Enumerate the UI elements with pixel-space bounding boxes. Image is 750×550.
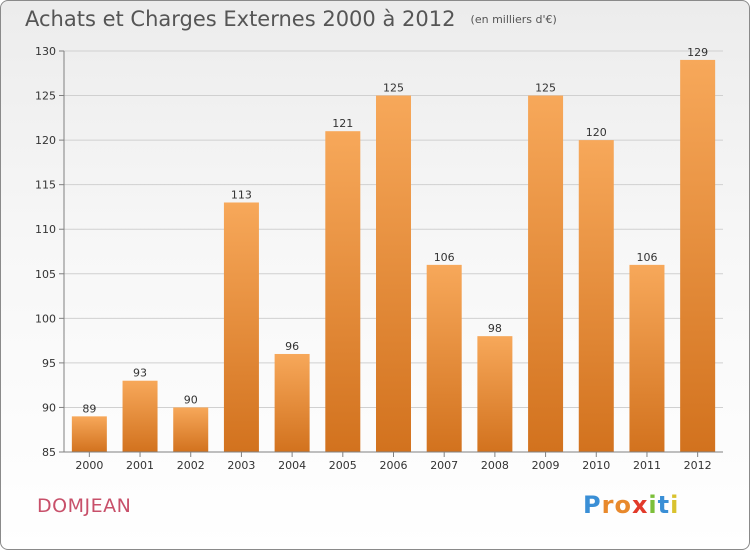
y-tick-label: 95	[42, 357, 56, 370]
x-tick-label: 2006	[380, 459, 408, 472]
axes: 85 90 95 100 105 110 115 120 125 130 2000 2001 2002 2…	[35, 45, 723, 472]
x-tick-label: 2012	[684, 459, 712, 472]
x-tick-label: 2003	[227, 459, 255, 472]
logo-letter: i	[648, 491, 658, 519]
bar-2000	[71, 416, 107, 452]
y-tick-label: 120	[35, 134, 56, 147]
data-label: 125	[383, 82, 404, 95]
y-tick-label: 130	[35, 45, 56, 58]
chart-subtitle: (en milliers d'€)	[470, 13, 557, 26]
bar-2012	[680, 59, 716, 453]
data-label: 96	[285, 340, 299, 353]
x-tick-label: 2011	[633, 459, 661, 472]
x-tick-label: 2008	[481, 459, 509, 472]
bar-2007	[426, 264, 462, 452]
y-tick-label: 115	[35, 179, 56, 192]
commune-name: DOMJEAN	[37, 495, 132, 517]
data-label: 106	[636, 251, 657, 264]
data-label: 93	[133, 367, 147, 380]
data-label: 129	[687, 46, 708, 59]
y-tick-label: 125	[35, 90, 56, 103]
proxiti-logo[interactable]: Proxiti	[583, 491, 679, 519]
logo-letter: t	[657, 491, 671, 519]
x-tick-label: 2002	[177, 459, 205, 472]
x-tick-label: 2007	[430, 459, 458, 472]
bar-2003	[223, 202, 259, 452]
logo-letter: i	[670, 491, 680, 519]
data-label: 120	[586, 126, 607, 139]
logo-letter: x	[631, 491, 649, 519]
x-tick-label: 2005	[329, 459, 357, 472]
x-tick-label: 2010	[582, 459, 610, 472]
bar-2011	[629, 264, 665, 452]
bars: 89 93 90 113 96 121 125 106 98 125 120 106 129	[71, 46, 716, 453]
x-tick-label: 2001	[126, 459, 154, 472]
data-label: 89	[82, 402, 96, 415]
data-label: 125	[535, 82, 556, 95]
bar-2008	[477, 336, 513, 452]
y-tick-label: 90	[42, 401, 56, 414]
bar-2004	[274, 353, 310, 452]
chart-title: Achats et Charges Externes 2000 à 2012	[25, 7, 456, 31]
bar-2002	[173, 407, 209, 452]
x-tick-label: 2009	[532, 459, 560, 472]
logo-letter: o	[614, 491, 632, 519]
bar-2005	[325, 131, 361, 452]
data-label: 106	[434, 251, 455, 264]
data-label: 121	[332, 117, 353, 130]
bar-2010	[578, 140, 614, 452]
data-label: 98	[488, 322, 502, 335]
y-tick-label: 85	[42, 446, 56, 459]
y-tick-label: 110	[35, 223, 56, 236]
y-tick-label: 100	[35, 312, 56, 325]
bar-2001	[122, 380, 158, 452]
bar-2006	[376, 95, 411, 453]
logo-letter: P	[583, 491, 602, 519]
bar-2009	[528, 95, 564, 453]
x-tick-label: 2004	[278, 459, 306, 472]
logo-letter: r	[601, 491, 615, 519]
y-tick-label: 105	[35, 268, 56, 281]
data-label: 113	[231, 188, 252, 201]
x-tick-label: 2000	[75, 459, 103, 472]
title-row: Achats et Charges Externes 2000 à 2012 (…	[25, 7, 557, 31]
data-label: 90	[184, 393, 198, 406]
